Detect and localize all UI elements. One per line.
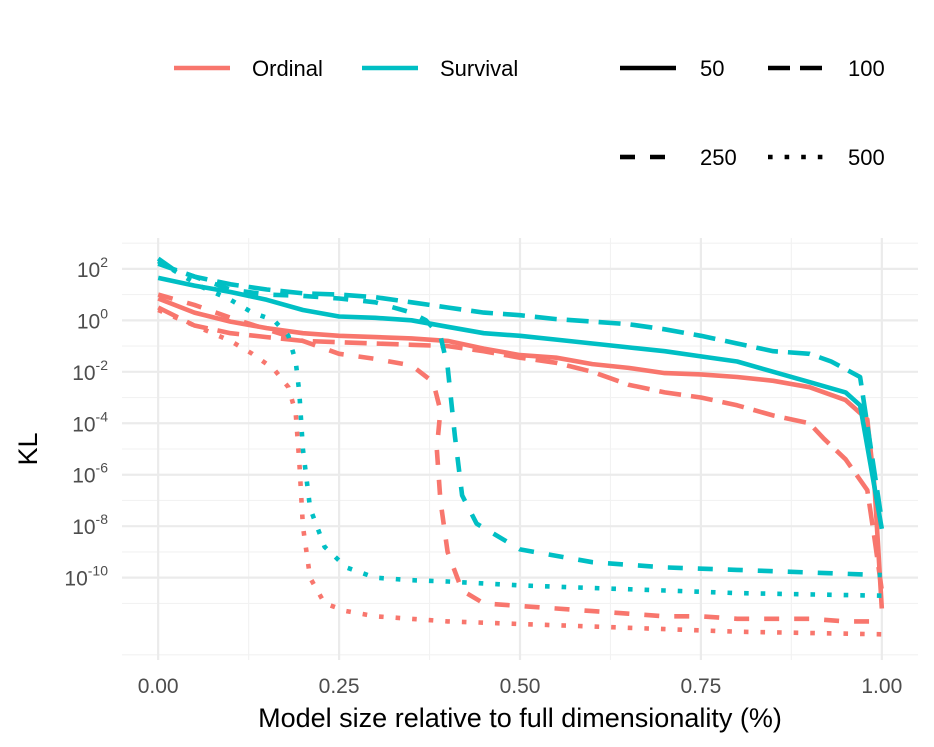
legend-item-survival: Survival <box>362 56 518 81</box>
y-axis-title: KL <box>13 432 43 465</box>
series-line-survival-50 <box>157 275 885 530</box>
legend-item-500: 500 <box>768 145 885 170</box>
legend-label-survival: Survival <box>440 56 518 81</box>
x-tick-label: 1.00 <box>861 675 902 698</box>
series-line-ordinal-100 <box>157 305 885 591</box>
x-axis-title: Model size relative to full dimensionali… <box>258 703 782 733</box>
y-tick-label: 100 <box>77 305 108 333</box>
series-line-survival-500 <box>157 259 882 598</box>
legend-item-50: 50 <box>620 56 724 81</box>
grid-layer <box>122 238 918 660</box>
y-tick-label: 10-8 <box>72 511 108 539</box>
legend-item-100: 100 <box>768 56 885 81</box>
y-tick-label: 10-2 <box>72 357 108 385</box>
legend-item-ordinal: Ordinal <box>174 56 323 81</box>
y-tick-label: 10-6 <box>72 460 108 488</box>
legend-item-250: 250 <box>620 145 737 170</box>
legend-label-ordinal: Ordinal <box>252 56 323 81</box>
y-tick-label: 10-10 <box>64 563 108 591</box>
series-line-ordinal-50 <box>157 296 885 609</box>
x-tick-labels: 0.00 0.25 0.50 0.75 1.00 <box>138 675 903 698</box>
x-tick-label: 0.50 <box>500 675 541 698</box>
x-tick-label: 0.00 <box>138 675 179 698</box>
x-tick-label: 0.75 <box>680 675 721 698</box>
legend: Ordinal Survival 50 100 250 500 <box>174 56 885 170</box>
series-line-survival-250 <box>157 261 882 578</box>
series-line-ordinal-250 <box>157 292 882 624</box>
y-tick-label: 102 <box>77 254 108 282</box>
y-tick-label: 10-4 <box>72 408 108 436</box>
series-layer <box>156 256 885 637</box>
legend-label-250: 250 <box>700 145 737 170</box>
x-tick-label: 0.25 <box>319 675 360 698</box>
legend-label-100: 100 <box>848 56 885 81</box>
legend-label-50: 50 <box>700 56 724 81</box>
series-line-survival-100 <box>156 256 885 522</box>
legend-label-500: 500 <box>848 145 885 170</box>
y-tick-labels: 102 100 10-2 10-4 10-6 10-8 10-10 <box>64 254 108 591</box>
